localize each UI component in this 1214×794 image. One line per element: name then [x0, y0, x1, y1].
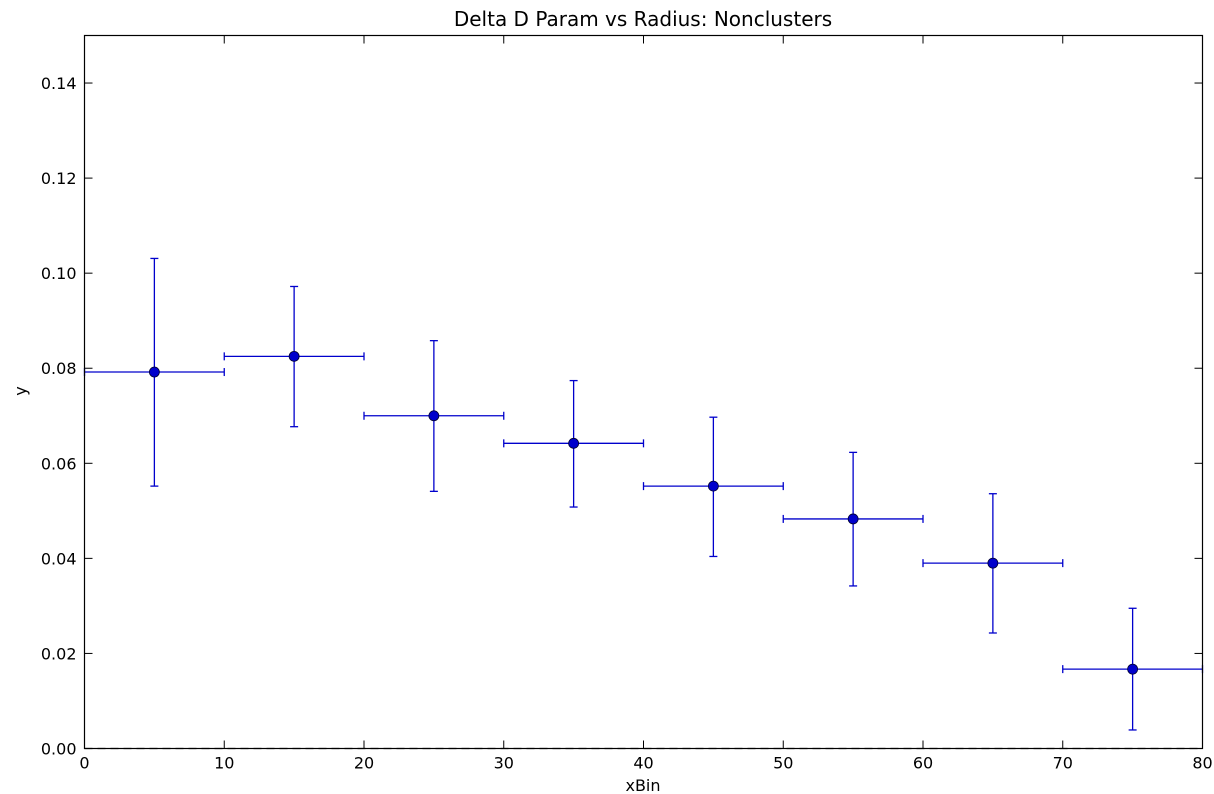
data-point: [429, 411, 439, 421]
data-point-group: [644, 417, 784, 556]
x-tick-label: 50: [773, 754, 793, 773]
x-tick-label: 30: [494, 754, 514, 773]
chart-title: Delta D Param vs Radius: Nonclusters: [454, 7, 832, 31]
y-tick-label: 0.02: [41, 644, 77, 663]
y-tick-label: 0.00: [41, 740, 77, 759]
ticks-layer: 0 10 20 30 40 50 60 70 80 0.00 0.02 0.04 0.06 0.08 0.1…: [41, 36, 1213, 773]
y-tick-label: 0.10: [41, 264, 77, 283]
data-point: [848, 514, 858, 524]
x-tick-label: 80: [1192, 754, 1212, 773]
y-tick-label: 0.04: [41, 549, 77, 568]
data-point: [1128, 664, 1138, 674]
x-axis-label: xBin: [625, 776, 660, 794]
data-point-group: [504, 381, 644, 507]
data-layer: [85, 258, 1203, 730]
x-tick-label: 0: [79, 754, 89, 773]
x-tick-label: 10: [214, 754, 234, 773]
y-tick-label: 0.14: [41, 74, 77, 93]
x-tick-label: 20: [354, 754, 374, 773]
x-tick-label: 40: [633, 754, 653, 773]
data-point: [569, 438, 579, 448]
data-point-group: [85, 258, 225, 486]
data-point: [708, 481, 718, 491]
y-axis-label: y: [11, 386, 30, 395]
data-point: [289, 351, 299, 361]
data-point-group: [224, 286, 364, 426]
y-tick-label: 0.06: [41, 454, 77, 473]
plot-frame: [85, 36, 1203, 749]
data-point-group: [923, 494, 1063, 633]
y-tick-label: 0.12: [41, 169, 77, 188]
data-point-group: [364, 341, 504, 492]
data-point-group: [783, 452, 923, 586]
data-point: [988, 558, 998, 568]
y-tick-label: 0.08: [41, 359, 77, 378]
data-point: [149, 367, 159, 377]
x-tick-label: 70: [1053, 754, 1073, 773]
data-point-group: [1063, 608, 1203, 730]
x-tick-label: 60: [913, 754, 933, 773]
